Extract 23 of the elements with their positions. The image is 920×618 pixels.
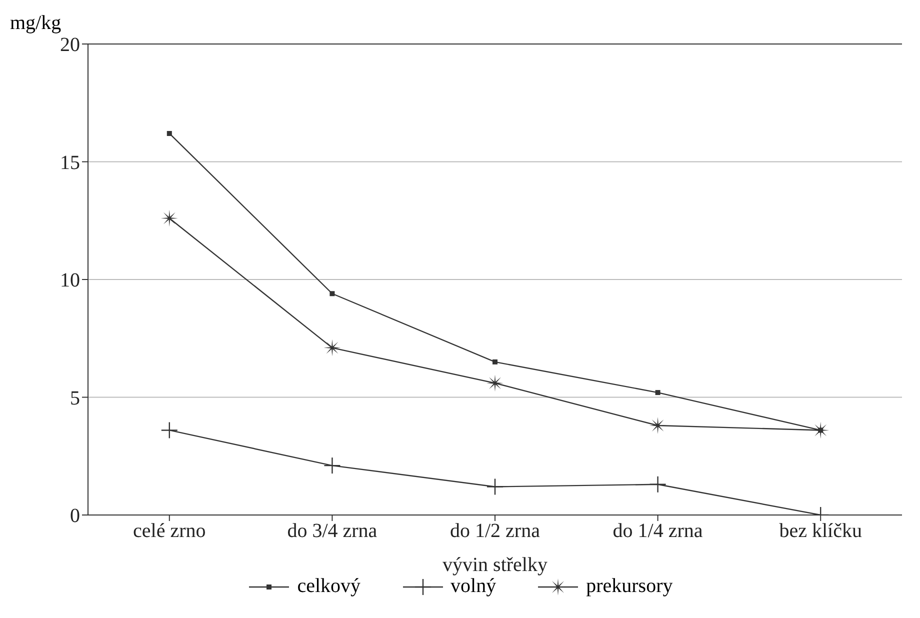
x-tick-label: bez klíčku (779, 520, 862, 542)
point (330, 291, 335, 296)
point (486, 374, 504, 392)
x-tick-label: do 1/4 zrna (612, 520, 703, 542)
legend-label: prekursory (586, 575, 673, 598)
point (324, 339, 341, 356)
y-tick-label: 5 (70, 387, 80, 410)
x-axis-title: vývin střelky (442, 554, 548, 576)
y-axis-title: mg/kg (10, 12, 62, 35)
point (649, 417, 666, 434)
legend-label: volný (450, 575, 496, 598)
x-tick-label: celé zrno (133, 520, 206, 542)
point (655, 390, 660, 396)
y-tick-label: 20 (60, 34, 80, 56)
x-tick-label: do 3/4 zrna (287, 520, 378, 542)
y-tick-label: 0 (70, 505, 80, 528)
x-tick-label: do 1/2 zrna (450, 520, 540, 542)
y-tick-label: 15 (60, 152, 80, 174)
point (492, 359, 498, 364)
point (160, 210, 178, 227)
y-tick-label: 10 (60, 270, 80, 292)
point (166, 130, 172, 136)
legend-label: celkový (297, 575, 361, 598)
